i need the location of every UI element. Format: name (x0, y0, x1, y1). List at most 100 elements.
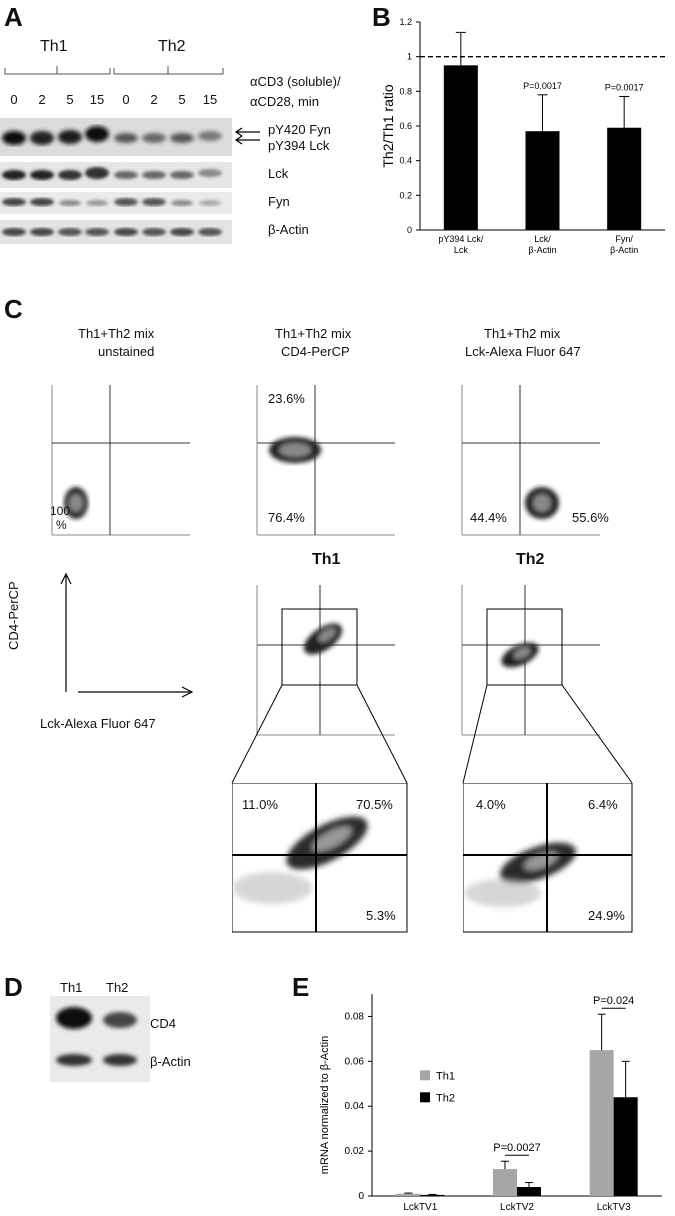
d-actin-label: β-Actin (150, 1054, 191, 1069)
stimulation-label-line2: αCD28, min (250, 94, 319, 109)
timepoints-row: 0 2 5 15 0 2 5 15 (0, 92, 240, 108)
bar (525, 131, 560, 230)
cd4-bottom-pct: 76.4% (268, 510, 305, 525)
p-value-label: P=0.0017 (523, 81, 562, 91)
y-axis-label: Th2/Th1 ratio (380, 84, 396, 167)
stimulation-label-line1: αCD3 (soluble)/ (250, 74, 341, 89)
y-axis-label-cd4: CD4-PerCP (6, 581, 21, 650)
panel-a-blots (0, 118, 232, 244)
panel-d-letter: D (4, 972, 23, 1002)
p-value-label: P=0.0017 (605, 83, 644, 93)
panel-d-blot (50, 996, 150, 1082)
c-title3-line1: Th1+Th2 mix (484, 326, 561, 341)
y-tick-label: 0.02 (345, 1146, 365, 1157)
band-label-plck: pY394 Lck (268, 138, 330, 153)
flow-plot-lck (461, 385, 600, 536)
band-label-lck: Lck (268, 166, 289, 181)
unstained-pct-symbol: % (56, 518, 67, 532)
c-title1-line1: Th1+Th2 mix (78, 326, 155, 341)
x-axis-label-lck: Lck-Alexa Fluor 647 (40, 716, 156, 731)
category-label: Lck (454, 245, 469, 255)
y-tick-label: 0.2 (399, 190, 412, 200)
group-th2-label: Th2 (158, 38, 186, 55)
timepoint-label: 15 (89, 92, 105, 107)
timepoint-label: 0 (10, 92, 18, 107)
p-value-label: P=0.0027 (493, 1142, 540, 1154)
zoom-plot-th2 (463, 783, 633, 933)
category-label: LckTV2 (500, 1202, 534, 1213)
category-label: LckTV1 (403, 1202, 437, 1213)
chart-e: 0 0.02 0.04 0.06 0.08 mRNA normalized to β-Ac… (319, 994, 662, 1213)
flow-plot-th2 (461, 585, 600, 736)
c-title1-line2: unstained (98, 344, 155, 359)
y-tick-label: 0 (407, 225, 412, 235)
bar (443, 65, 478, 230)
y-tick-label: 0.06 (345, 1056, 365, 1067)
bar (613, 1097, 638, 1196)
d-th2-label: Th2 (106, 980, 129, 995)
flow-plot-unstained (51, 385, 190, 536)
y-tick-label: 0.6 (399, 121, 412, 131)
unstained-pct: 100 (50, 504, 71, 518)
zoom-connectors (231, 684, 633, 784)
y-tick-label: 1.2 (399, 17, 412, 27)
c-title2-line1: Th1+Th2 mix (275, 326, 352, 341)
legend-swatch (420, 1092, 430, 1103)
category-label: Lck/ (534, 234, 551, 244)
y-tick-label: 0.4 (399, 156, 412, 166)
cd4-top-pct: 23.6% (268, 391, 305, 406)
c-title3-line2: Lck-Alexa Fluor 647 (465, 344, 581, 359)
timepoint-label: 5 (178, 92, 186, 107)
band-label-actin: β-Actin (268, 222, 309, 237)
lck-left-pct: 44.4% (470, 510, 507, 525)
y-tick-label: 0.8 (399, 86, 412, 96)
chart-b: 0 0.2 0.4 0.6 0.8 1 1.2 Th2/Th1 ratio pY394 Lck/… (380, 17, 665, 255)
timepoint-label: 0 (122, 92, 130, 107)
panel-a-letter: A (4, 2, 23, 32)
flow-plot-cd4 (256, 385, 395, 536)
legend-swatch (420, 1070, 430, 1081)
category-label: pY394 Lck/ (438, 234, 484, 244)
th1-zoom-lr: 5.3% (366, 908, 396, 923)
p-value-label: P=0.024 (593, 995, 634, 1007)
category-label: β-Actin (610, 245, 638, 255)
lck-right-pct: 55.6% (572, 510, 609, 525)
th2-zoom-lr: 24.9% (588, 908, 625, 923)
legend-label: Th1 (436, 1070, 455, 1082)
legend-label: Th2 (436, 1092, 455, 1104)
bar (607, 127, 642, 230)
panel-c-letter: C (4, 294, 23, 324)
th1-plot-title: Th1 (312, 551, 341, 568)
band-arrows (234, 127, 260, 145)
y-axis-label: mRNA normalized to β-Actin (319, 1036, 331, 1174)
c-title2-line2: CD4-PerCP (281, 344, 350, 359)
group-th1-label: Th1 (40, 38, 68, 55)
band-label-pfyn: pY420 Fyn (268, 122, 331, 137)
axis-indicator (60, 572, 194, 698)
d-cd4-label: CD4 (150, 1016, 177, 1031)
th1-zoom-ur: 70.5% (356, 797, 393, 812)
y-tick-label: 0.04 (345, 1101, 365, 1112)
y-tick-label: 1 (407, 52, 412, 62)
band-label-fyn: Fyn (268, 194, 290, 209)
th2-zoom-ur: 6.4% (588, 797, 618, 812)
timepoint-label: 15 (202, 92, 218, 107)
panel-b-letter: B (372, 2, 391, 32)
y-tick-label: 0 (358, 1191, 364, 1202)
category-label: LckTV3 (597, 1202, 631, 1213)
y-tick-label: 0.08 (345, 1011, 365, 1022)
category-label: Fyn/ (615, 234, 633, 244)
timepoint-label: 2 (38, 92, 46, 107)
flow-plot-th1 (256, 585, 395, 736)
timepoint-label: 5 (66, 92, 74, 107)
th2-plot-title: Th2 (516, 551, 545, 568)
th1-zoom-ul: 11.0% (242, 797, 278, 812)
bar (396, 1193, 421, 1196)
zoom-plot-th1 (232, 783, 408, 933)
panel-a-brackets (4, 66, 224, 75)
category-label: β-Actin (528, 245, 556, 255)
panel-e-letter: E (292, 972, 310, 1002)
timepoint-label: 2 (150, 92, 158, 107)
bar (493, 1169, 517, 1196)
bar (517, 1187, 541, 1196)
